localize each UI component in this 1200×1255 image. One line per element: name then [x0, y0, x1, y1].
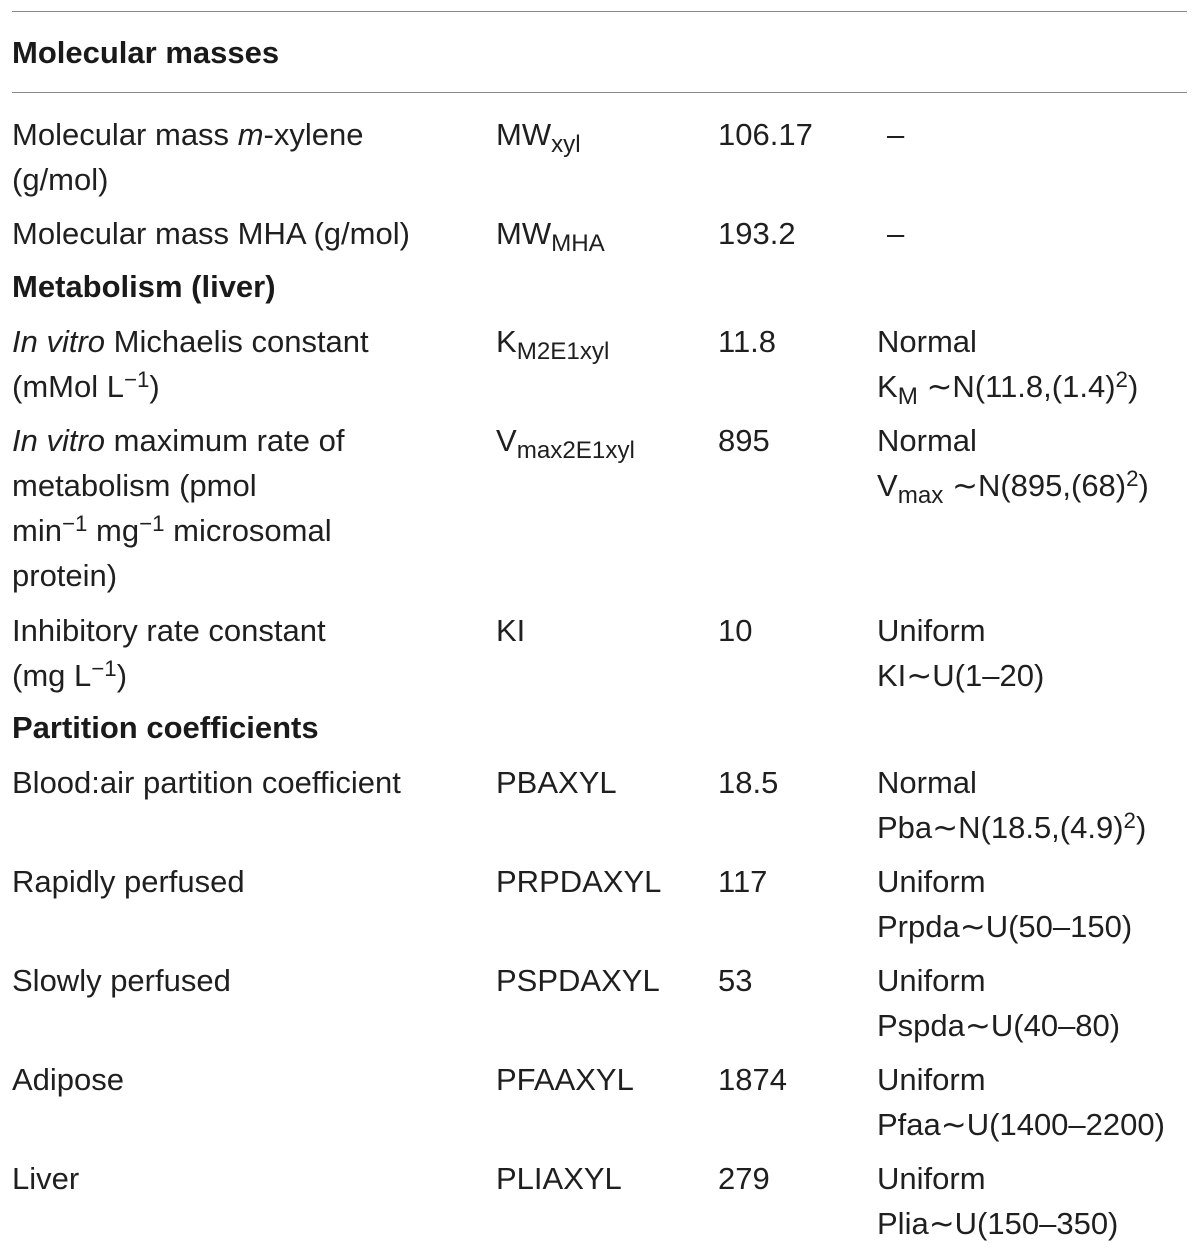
top-rule — [12, 11, 1187, 12]
parameter-value: 1874 — [718, 1062, 787, 1097]
parameter-value: 10 — [718, 613, 753, 648]
parameter-distribution: Uniform Pfaa∼U(1400–2200) — [877, 1062, 1165, 1142]
section-heading-molecular-masses: Molecular masses — [12, 35, 280, 70]
parameter-symbol: PBAXYL — [496, 765, 617, 800]
parameter-value: 53 — [718, 963, 753, 998]
parameter-value: 117 — [718, 864, 768, 899]
parameter-distribution: Normal Pba∼N(18.5,(4.9)2) — [877, 765, 1147, 845]
section-heading-partition-coefficients: Partition coefficients — [12, 710, 319, 745]
parameter-symbol: MWMHA — [496, 216, 605, 257]
parameter-symbol: KM2E1xyl — [496, 324, 610, 365]
parameter-symbol: PLIAXYL — [496, 1161, 622, 1196]
parameter-description: Blood:air partition coefficient — [12, 765, 401, 800]
header-rule — [12, 92, 1187, 93]
parameter-symbol: PFAAXYL — [496, 1062, 634, 1097]
parameter-symbol: MWxyl — [496, 117, 581, 158]
parameter-description: Molecular mass m-xylene (g/mol) — [12, 117, 364, 197]
parameter-distribution: Normal Vmax ∼N(895,(68)2) — [877, 423, 1149, 509]
parameter-symbol: Vmax2E1xyl — [496, 423, 635, 464]
parameter-description: Rapidly perfused — [12, 864, 245, 899]
parameter-description: Liver — [12, 1161, 80, 1196]
parameter-value: 895 — [718, 423, 770, 458]
parameter-value: 18.5 — [718, 765, 779, 800]
parameter-description: In vitro Michaelis constant (mMol L−1) — [12, 324, 369, 404]
parameter-description: Adipose — [12, 1062, 125, 1097]
parameter-distribution: Uniform KI∼U(1–20) — [877, 613, 1045, 693]
parameter-description: Molecular mass MHA (g/mol) — [12, 216, 410, 251]
parameter-description: In vitro maximum rate of metabolism (pmo… — [12, 423, 345, 593]
parameter-description: Slowly perfused — [12, 963, 231, 998]
parameter-symbol: KI — [496, 613, 526, 648]
parameter-value: 106.17 — [718, 117, 813, 152]
section-heading-metabolism: Metabolism (liver) — [12, 269, 276, 304]
parameter-value: 193.2 — [718, 216, 796, 251]
parameter-distribution: – — [887, 216, 905, 251]
parameter-description: Inhibitory rate constant (mg L−1) — [12, 613, 326, 693]
parameter-distribution: Uniform Plia∼U(150–350) — [877, 1161, 1119, 1241]
parameter-distribution: – — [887, 117, 905, 152]
parameter-value: 11.8 — [718, 324, 777, 359]
parameter-distribution: Uniform Prpda∼U(50–150) — [877, 864, 1133, 944]
parameter-value: 279 — [718, 1161, 770, 1196]
parameter-distribution: Normal KM ∼N(11.8,(1.4)2) — [877, 324, 1139, 410]
parameter-symbol: PSPDAXYL — [496, 963, 660, 998]
parameter-symbol: PRPDAXYL — [496, 864, 662, 899]
parameter-distribution: Uniform Pspda∼U(40–80) — [877, 963, 1121, 1043]
